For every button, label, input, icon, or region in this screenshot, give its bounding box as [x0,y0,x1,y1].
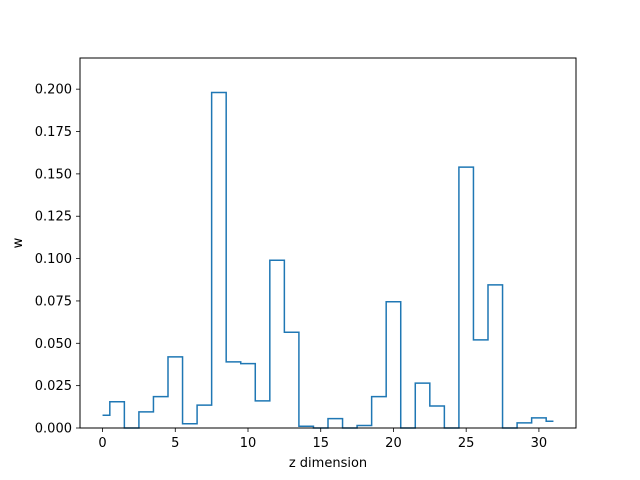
y-axis-label: w [11,237,26,248]
y-tick-label: 0.075 [35,294,72,309]
x-tick-label: 20 [385,436,402,451]
y-tick-label: 0.100 [35,252,72,267]
x-tick-label: 30 [531,436,548,451]
y-tick-label: 0.175 [35,125,72,140]
x-axis-ticks: 0 5 10 15 20 25 30 [98,428,547,451]
plot-area [80,58,576,428]
data-series-line-0 [102,91,554,429]
plot-frame [79,57,577,429]
x-tick-label: 10 [240,436,257,451]
y-tick-label: 0.200 [35,83,72,98]
y-tick-label: 0.025 [35,379,72,394]
y-tick-label: 0.125 [35,210,72,225]
x-tick-label: 15 [312,436,329,451]
x-tick-label: 5 [171,436,179,451]
x-axis-label: z dimension [289,456,367,471]
x-tick-label: 0 [98,436,106,451]
y-tick-label: 0.000 [35,422,72,437]
series-layer [102,91,554,429]
x-tick-label: 25 [458,436,475,451]
y-axis-ticks: 0.000 0.025 0.050 0.075 0.100 0.125 0.150 0.175… [35,83,80,437]
y-tick-label: 0.050 [35,337,72,352]
y-tick-label: 0.150 [35,167,72,182]
